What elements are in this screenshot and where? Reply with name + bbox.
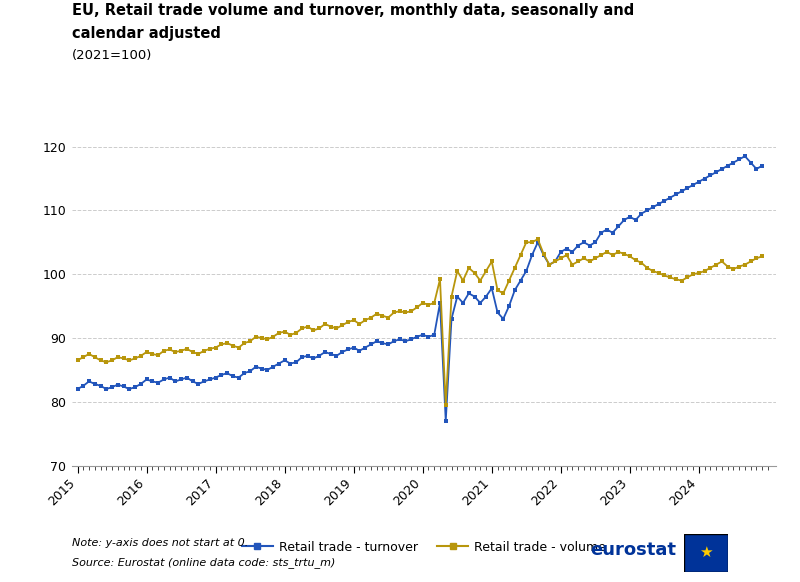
Line: Retail trade - turnover: Retail trade - turnover (76, 154, 764, 423)
Text: calendar adjusted: calendar adjusted (72, 26, 221, 41)
Text: EU, Retail trade volume and turnover, monthly data, seasonally and: EU, Retail trade volume and turnover, mo… (72, 3, 634, 18)
Retail trade - volume (746, 258, 755, 265)
Text: (2021=100): (2021=100) (72, 49, 152, 62)
Text: Source: Eurostat (online data code: sts_trtu_m): Source: Eurostat (online data code: sts_… (72, 558, 335, 569)
Retail trade - turnover (619, 217, 629, 223)
Retail trade - turnover (458, 299, 468, 306)
Retail trade - turnover (217, 371, 226, 378)
Retail trade - turnover (73, 385, 82, 392)
Retail trade - turnover (746, 159, 755, 166)
Retail trade - turnover (740, 152, 750, 159)
Retail trade - volume (458, 277, 468, 284)
Retail trade - volume (758, 253, 767, 260)
Retail trade - volume (257, 335, 266, 342)
Retail trade - volume (441, 402, 450, 409)
Text: Note: y-axis does not start at 0.: Note: y-axis does not start at 0. (72, 538, 248, 548)
Retail trade - turnover (550, 258, 560, 265)
Retail trade - volume (217, 341, 226, 348)
Text: eurostat: eurostat (590, 541, 676, 559)
FancyBboxPatch shape (684, 534, 728, 572)
Text: ★: ★ (699, 545, 713, 560)
Retail trade - turnover (441, 417, 450, 424)
Retail trade - turnover (758, 162, 767, 169)
Retail trade - volume (73, 357, 82, 364)
Legend: Retail trade - turnover, Retail trade - volume: Retail trade - turnover, Retail trade - … (237, 536, 611, 559)
Line: Retail trade - volume: Retail trade - volume (76, 237, 764, 407)
Retail trade - volume (625, 253, 634, 260)
Retail trade - volume (556, 255, 566, 262)
Retail trade - turnover (257, 365, 266, 372)
Retail trade - volume (533, 236, 542, 243)
